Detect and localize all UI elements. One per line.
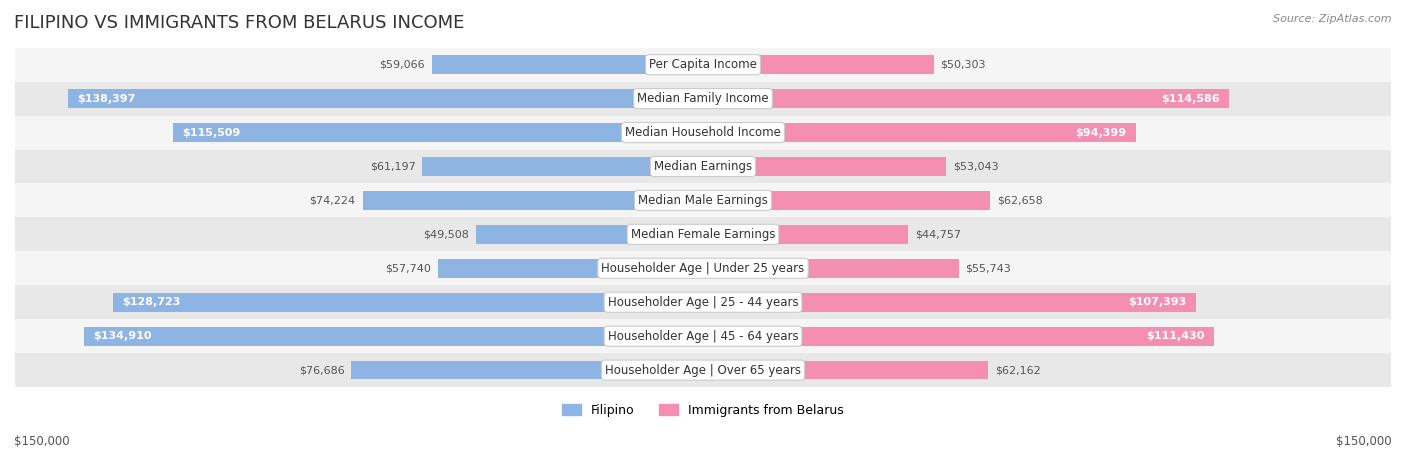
Bar	[84, 327, 703, 346]
Text: $76,686: $76,686	[298, 365, 344, 375]
Bar	[15, 353, 1391, 387]
Bar	[363, 191, 703, 210]
Text: Householder Age | 25 - 44 years: Householder Age | 25 - 44 years	[607, 296, 799, 309]
Bar	[703, 327, 1215, 346]
Text: $59,066: $59,066	[380, 60, 425, 70]
Text: $150,000: $150,000	[1336, 435, 1392, 448]
Bar	[15, 217, 1391, 251]
Bar	[703, 191, 990, 210]
Bar	[352, 361, 703, 380]
Bar	[703, 293, 1195, 311]
Bar	[15, 82, 1391, 115]
Bar	[703, 55, 934, 74]
Bar	[703, 361, 988, 380]
Text: $62,162: $62,162	[995, 365, 1040, 375]
Text: FILIPINO VS IMMIGRANTS FROM BELARUS INCOME: FILIPINO VS IMMIGRANTS FROM BELARUS INCO…	[14, 14, 464, 32]
Text: $44,757: $44,757	[915, 229, 962, 240]
Text: Householder Age | 45 - 64 years: Householder Age | 45 - 64 years	[607, 330, 799, 343]
Bar	[422, 157, 703, 176]
Text: $50,303: $50,303	[941, 60, 986, 70]
Text: $53,043: $53,043	[953, 162, 998, 171]
Bar	[69, 89, 703, 108]
Bar	[475, 225, 703, 244]
Text: $138,397: $138,397	[77, 93, 136, 104]
Text: Median Earnings: Median Earnings	[654, 160, 752, 173]
Bar	[15, 251, 1391, 285]
Text: Median Male Earnings: Median Male Earnings	[638, 194, 768, 207]
Bar	[112, 293, 703, 311]
Text: Median Household Income: Median Household Income	[626, 126, 780, 139]
Text: Per Capita Income: Per Capita Income	[650, 58, 756, 71]
Text: Source: ZipAtlas.com: Source: ZipAtlas.com	[1274, 14, 1392, 24]
Text: $111,430: $111,430	[1146, 331, 1205, 341]
Text: Median Family Income: Median Family Income	[637, 92, 769, 105]
Bar	[15, 285, 1391, 319]
Legend: Filipino, Immigrants from Belarus: Filipino, Immigrants from Belarus	[557, 398, 849, 422]
Bar	[15, 319, 1391, 353]
Bar	[173, 123, 703, 142]
Text: $107,393: $107,393	[1128, 297, 1187, 307]
Bar	[439, 259, 703, 277]
Text: $94,399: $94,399	[1076, 127, 1126, 138]
Text: $114,586: $114,586	[1161, 93, 1219, 104]
Text: $128,723: $128,723	[122, 297, 180, 307]
Bar	[703, 123, 1136, 142]
Bar	[703, 225, 908, 244]
Bar	[15, 149, 1391, 184]
Text: $49,508: $49,508	[423, 229, 470, 240]
Text: $134,910: $134,910	[93, 331, 152, 341]
Bar	[703, 89, 1229, 108]
Bar	[703, 157, 946, 176]
Bar	[15, 48, 1391, 82]
Text: $57,740: $57,740	[385, 263, 432, 273]
Text: $61,197: $61,197	[370, 162, 415, 171]
Bar	[703, 259, 959, 277]
Text: $62,658: $62,658	[997, 195, 1043, 205]
Text: Median Female Earnings: Median Female Earnings	[631, 228, 775, 241]
Bar	[15, 115, 1391, 149]
Bar	[432, 55, 703, 74]
Text: $150,000: $150,000	[14, 435, 70, 448]
Text: $55,743: $55,743	[966, 263, 1011, 273]
Text: $115,509: $115,509	[183, 127, 240, 138]
Bar	[15, 184, 1391, 217]
Text: $74,224: $74,224	[309, 195, 356, 205]
Text: Householder Age | Over 65 years: Householder Age | Over 65 years	[605, 364, 801, 376]
Text: Householder Age | Under 25 years: Householder Age | Under 25 years	[602, 262, 804, 275]
